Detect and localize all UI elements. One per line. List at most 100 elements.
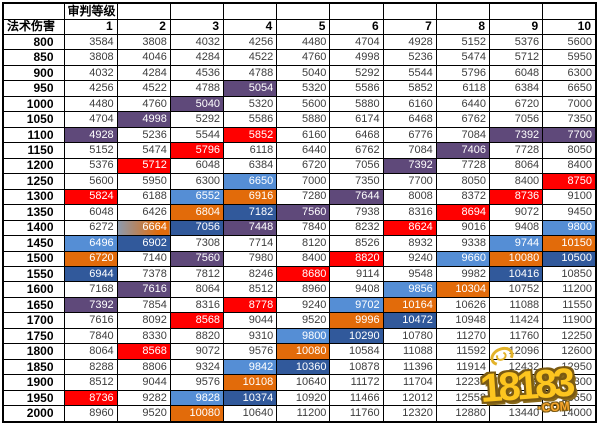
table-cell[interactable]: 8680 — [276, 266, 331, 283]
table-cell[interactable]: 7056 — [488, 111, 544, 128]
row-header[interactable]: 1750 — [2, 327, 65, 345]
table-cell[interactable]: 3808 — [116, 33, 171, 51]
table-cell[interactable]: 6944 — [63, 266, 118, 283]
table-cell[interactable]: 7560 — [276, 204, 331, 221]
table-cell[interactable]: 7840 — [63, 327, 118, 345]
table-cell[interactable]: 8568 — [116, 343, 171, 360]
table-cell[interactable]: 11088 — [382, 343, 437, 360]
table-cell[interactable]: 13104 — [488, 389, 544, 407]
table-cell[interactable]: 9324 — [169, 358, 225, 376]
table-cell[interactable]: 5040 — [276, 64, 331, 82]
table-cell[interactable]: 6776 — [382, 126, 437, 144]
table-cell[interactable]: 5796 — [435, 64, 491, 82]
table-cell[interactable]: 7714 — [223, 235, 278, 252]
table-cell[interactable]: 9310 — [223, 327, 278, 345]
table-cell[interactable]: 12320 — [382, 405, 437, 423]
table-cell[interactable]: 10640 — [276, 374, 331, 391]
table-cell[interactable]: 4998 — [329, 49, 384, 66]
table-cell[interactable]: 5320 — [223, 95, 278, 113]
table-cell[interactable]: 12558 — [435, 389, 491, 407]
table-cell[interactable]: 11088 — [488, 296, 544, 314]
table-cell[interactable]: 8288 — [63, 358, 118, 376]
table-cell[interactable]: 6762 — [329, 142, 384, 159]
table-cell[interactable]: 7084 — [382, 142, 437, 159]
table-cell[interactable]: 11200 — [542, 281, 597, 298]
table-cell[interactable]: 8400 — [488, 173, 544, 190]
table-cell[interactable]: 10164 — [382, 296, 437, 314]
table-cell[interactable]: 5474 — [435, 49, 491, 66]
table-cell[interactable]: 7616 — [116, 281, 171, 298]
table-cell[interactable]: 4256 — [63, 80, 118, 97]
table-cell[interactable]: 5600 — [542, 33, 597, 51]
table-cell[interactable]: 9996 — [329, 312, 384, 329]
table-cell[interactable]: 9408 — [329, 281, 384, 298]
table-cell[interactable]: 4760 — [116, 95, 171, 113]
table-cell[interactable]: 7728 — [435, 157, 491, 175]
table-cell[interactable]: 9450 — [542, 204, 597, 221]
table-cell[interactable]: 8806 — [116, 358, 171, 376]
table-cell[interactable]: 5236 — [116, 126, 171, 144]
table-cell[interactable]: 8232 — [329, 219, 384, 237]
table-cell[interactable]: 9744 — [488, 235, 544, 252]
table-cell[interactable]: 12600 — [542, 343, 597, 360]
table-cell[interactable]: 6902 — [116, 235, 171, 252]
table-cell[interactable]: 11466 — [329, 389, 384, 407]
table-cell[interactable]: 6118 — [435, 80, 491, 97]
table-cell[interactable]: 6762 — [435, 111, 491, 128]
column-header[interactable]: 10 — [542, 18, 597, 35]
table-cell[interactable]: 9408 — [488, 219, 544, 237]
table-cell[interactable]: 7140 — [116, 250, 171, 268]
table-cell[interactable]: 9828 — [169, 389, 225, 407]
table-cell[interactable]: 9100 — [542, 188, 597, 206]
table-cell[interactable]: 9044 — [116, 374, 171, 391]
table-cell[interactable]: 7938 — [329, 204, 384, 221]
table-cell[interactable]: 8120 — [276, 235, 331, 252]
row-header[interactable]: 1500 — [2, 250, 65, 268]
table-cell[interactable]: 11914 — [435, 358, 491, 376]
table-cell[interactable]: 6384 — [223, 157, 278, 175]
table-cell[interactable]: 6384 — [488, 80, 544, 97]
table-cell[interactable]: 10752 — [488, 281, 544, 298]
table-cell[interactable]: 4284 — [169, 49, 225, 66]
table-cell[interactable]: 4704 — [329, 33, 384, 51]
table-cell[interactable]: 6174 — [329, 111, 384, 128]
table-cell[interactable]: 9548 — [382, 266, 437, 283]
table-cell[interactable]: 7000 — [276, 173, 331, 190]
table-cell[interactable]: 11172 — [329, 374, 384, 391]
table-cell[interactable]: 8512 — [63, 374, 118, 391]
table-cell[interactable]: 7980 — [223, 250, 278, 268]
table-cell[interactable]: 9282 — [116, 389, 171, 407]
table-cell[interactable]: 11550 — [542, 296, 597, 314]
table-cell[interactable]: 10948 — [435, 312, 491, 329]
table-cell[interactable]: 5376 — [488, 33, 544, 51]
table-cell[interactable]: 9856 — [382, 281, 437, 298]
table-cell[interactable]: 6440 — [435, 95, 491, 113]
table-cell[interactable]: 8960 — [276, 281, 331, 298]
table-cell[interactable]: 5852 — [382, 80, 437, 97]
table-cell[interactable]: 9800 — [542, 219, 597, 237]
table-cell[interactable]: 7056 — [169, 219, 225, 237]
column-header[interactable]: 1 — [63, 18, 118, 35]
table-cell[interactable]: 7350 — [542, 111, 597, 128]
table-cell[interactable]: 5586 — [223, 111, 278, 128]
table-cell[interactable]: 9016 — [435, 219, 491, 237]
table-cell[interactable]: 6188 — [116, 188, 171, 206]
table-cell[interactable]: 12012 — [382, 389, 437, 407]
table-cell[interactable]: 10584 — [329, 343, 384, 360]
table-cell[interactable]: 7084 — [435, 126, 491, 144]
table-cell[interactable]: 10472 — [382, 312, 437, 329]
table-cell[interactable]: 7392 — [488, 126, 544, 144]
table-cell[interactable]: 5600 — [276, 95, 331, 113]
row-header[interactable]: 1400 — [2, 219, 65, 237]
table-cell[interactable]: 13300 — [542, 374, 597, 391]
table-cell[interactable]: 9338 — [435, 235, 491, 252]
table-cell[interactable]: 5152 — [435, 33, 491, 51]
table-cell[interactable]: 5586 — [329, 80, 384, 97]
table-cell[interactable]: 5712 — [488, 49, 544, 66]
table-cell[interactable]: 6426 — [116, 204, 171, 221]
table-cell[interactable]: 7700 — [542, 126, 597, 144]
table-cell[interactable]: 10416 — [488, 266, 544, 283]
row-header[interactable]: 1000 — [2, 95, 65, 113]
table-cell[interactable]: 12768 — [488, 374, 544, 391]
table-cell[interactable]: 9842 — [223, 358, 278, 376]
